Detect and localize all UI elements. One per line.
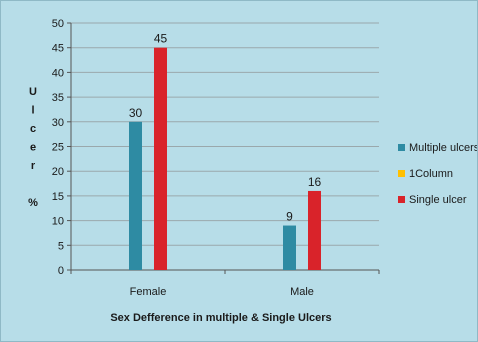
y-tick-label: 20 [52,166,64,178]
category-label: Female [130,286,167,298]
x-axis-title: Sex Defference in multiple & Single Ulce… [110,312,331,324]
category-labels: Female Male [130,286,314,298]
data-label: 45 [154,32,168,46]
axes [67,22,380,274]
bars [129,47,321,271]
legend-label: Multiple ulcers [409,142,477,154]
y-axis-title-char: e [30,142,36,154]
y-tick-label: 10 [52,216,64,228]
y-axis-title: Ulcer% [28,86,38,209]
y-axis-title-char: c [30,123,36,135]
category-label: Male [290,286,314,298]
data-label: 30 [129,106,143,120]
y-tick-label: 35 [52,92,64,104]
data-label: 9 [286,210,293,224]
bar-female-multiple-ulcers [129,121,142,270]
bar-female-single-ulcer [154,47,167,271]
gridlines [71,22,379,246]
y-tick-labels: 0 5 10 15 20 25 30 35 40 45 50 [52,18,64,277]
y-tick-label: 0 [58,265,64,277]
y-axis-title-char: U [29,86,37,98]
y-tick-label: 15 [52,191,64,203]
y-axis-title-char: % [28,197,38,209]
y-tick-label: 30 [52,117,64,129]
y-axis-title-char: l [31,105,34,117]
legend-swatch [398,144,405,151]
legend-swatch [398,196,405,203]
bar-male-multiple-ulcers [283,225,296,270]
y-tick-label: 40 [52,67,64,79]
legend-label: Single ulcer [409,194,467,206]
legend-label: 1Column [409,168,453,180]
y-axis-title-char: r [31,160,36,172]
legend: Multiple ulcers 1Column Single ulcer [398,142,477,206]
y-tick-label: 25 [52,142,64,154]
legend-swatch [398,170,405,177]
y-tick-label: 50 [52,18,64,30]
data-labels: 30 45 9 16 [129,32,322,224]
y-tick-label: 5 [58,240,64,252]
data-label: 16 [308,175,322,189]
y-tick-label: 45 [52,43,64,55]
bar-male-single-ulcer [308,190,321,270]
